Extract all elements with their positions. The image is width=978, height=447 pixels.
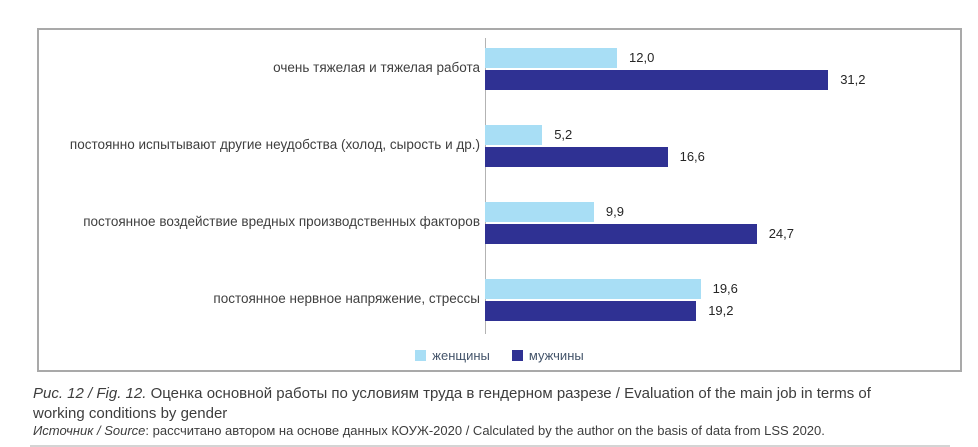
value-label: 12,0 (629, 50, 655, 65)
legend-item-men: мужчины (511, 348, 584, 363)
bar-men (485, 69, 829, 90)
value-label: 31,2 (840, 72, 866, 87)
legend-label-men: мужчины (528, 348, 584, 363)
bar-men (485, 300, 697, 321)
value-label: 24,7 (768, 226, 794, 241)
category-label: очень тяжелая и тяжелая работа (273, 60, 480, 76)
value-label: 19,2 (708, 303, 734, 318)
bottom-divider (30, 445, 950, 447)
value-label: 5,2 (554, 127, 573, 142)
legend-label-women: женщины (432, 348, 490, 363)
chart-panel: очень тяжелая и тяжелая работа 12,0 31,2… (37, 28, 962, 372)
bar-women (485, 201, 594, 222)
category-label: постоянно испытывают другие неудобства (… (69, 137, 480, 153)
category-label: постоянное воздействие вредных производс… (83, 214, 480, 230)
bar-group-1: очень тяжелая и тяжелая работа 12,0 31,2 (39, 30, 960, 107)
legend-swatch-women-icon (415, 350, 427, 361)
chart-legend: женщины мужчины (39, 348, 960, 363)
value-label: 9,9 (605, 204, 624, 219)
value-label: 16,6 (679, 149, 705, 164)
caption-text: Оценка основной работы по условиям труда… (33, 385, 871, 422)
bar-group-4: постоянное нервное напряжение, стрессы 1… (39, 261, 960, 338)
category-axis-line (485, 38, 486, 334)
legend-swatch-men-icon (511, 350, 523, 361)
legend-item-women: женщины (415, 348, 490, 363)
figure-caption: Рис. 12 / Fig. 12. Оценка основной работ… (33, 384, 913, 424)
bar-chart: очень тяжелая и тяжелая работа 12,0 31,2… (39, 30, 960, 370)
bar-men (485, 146, 668, 167)
category-label: постоянное нервное напряжение, стрессы (213, 291, 480, 307)
bar-group-2: постоянно испытывают другие неудобства (… (39, 107, 960, 184)
bar-women (485, 47, 617, 68)
bar-group-3: постоянное воздействие вредных производс… (39, 184, 960, 261)
bar-men (485, 223, 757, 244)
bar-women (485, 278, 701, 299)
value-label: 19,6 (712, 281, 738, 296)
bar-women (485, 124, 543, 145)
caption-number: Рис. 12 / Fig. 12. (33, 385, 147, 402)
source-text: : рассчитано автором на основе данных КО… (145, 423, 825, 438)
source-prefix: Источник / Source (33, 423, 146, 438)
source-note: Источник / Source: рассчитано автором на… (33, 423, 963, 438)
